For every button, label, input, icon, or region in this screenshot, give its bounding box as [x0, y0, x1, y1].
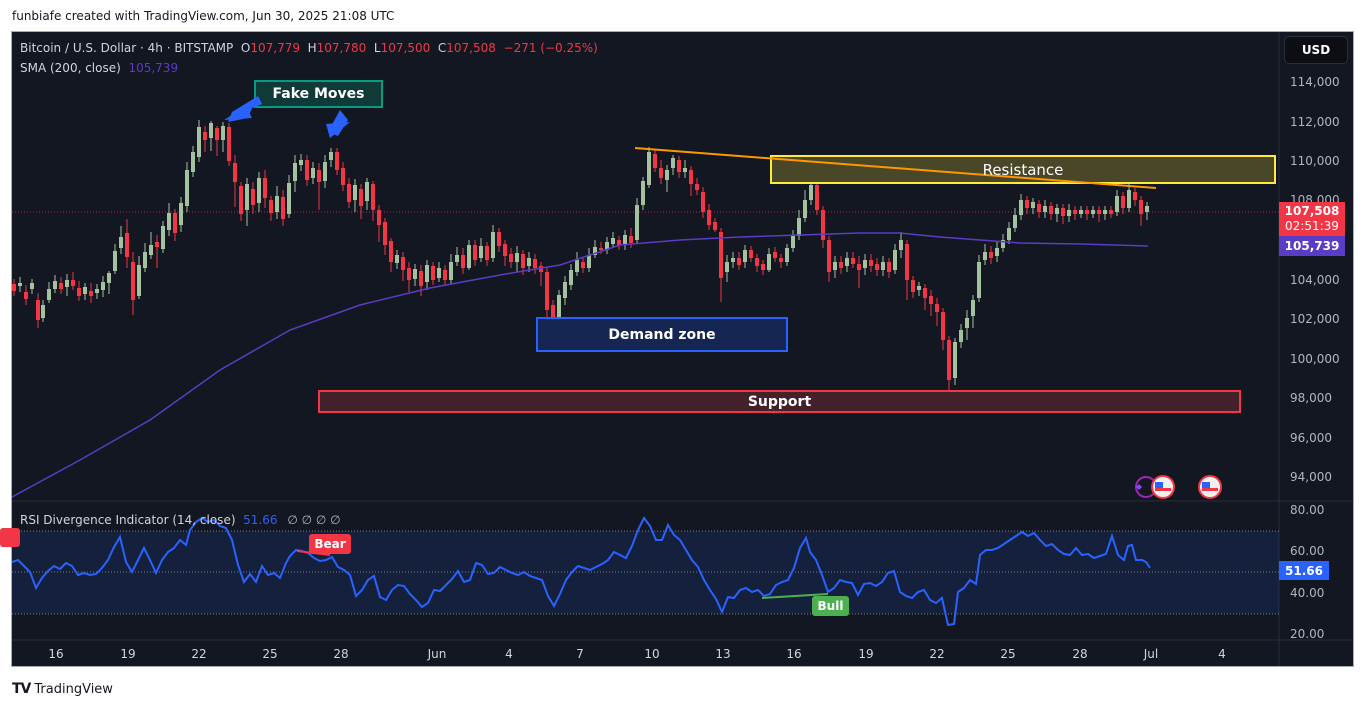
sma-value: 105,739 — [128, 61, 179, 75]
time-tick: 22 — [929, 647, 945, 661]
time-tick: 25 — [262, 647, 278, 661]
rsi-extra-values: ∅ ∅ ∅ ∅ — [287, 513, 341, 527]
sparkle-icon — [1136, 484, 1142, 490]
price-tick: 98,000 — [1290, 391, 1332, 405]
time-tick: 4 — [1218, 647, 1226, 661]
time-tick: 16 — [48, 647, 64, 661]
time-tick: 16 — [786, 647, 802, 661]
rsi-legend[interactable]: RSI Divergence Indicator (14, close) 51.… — [20, 513, 341, 527]
price-tick: 100,000 — [1290, 352, 1340, 366]
change-value: −271 (−0.25%) — [503, 41, 598, 55]
fake-moves-label: Fake Moves — [272, 86, 365, 102]
price-tick: 94,000 — [1290, 470, 1332, 484]
low-value: 107,500 — [380, 41, 431, 55]
time-tick: 10 — [644, 647, 660, 661]
rsi-tick: 20.00 — [1290, 627, 1325, 639]
time-tick: 7 — [576, 647, 584, 661]
demand-zone-label: Demand zone — [608, 326, 716, 343]
resistance-label: Resistance — [982, 160, 1064, 179]
tradingview-logo[interactable]: TV TradingView — [12, 681, 113, 697]
time-tick: 28 — [333, 647, 349, 661]
sma-legend[interactable]: SMA (200, close) 105,739 — [20, 61, 178, 75]
time-tick: 28 — [1072, 647, 1088, 661]
rsi-tick: 80.00 — [1290, 503, 1325, 517]
candlestick-series — [12, 120, 1149, 392]
price-tick: 96,000 — [1290, 431, 1332, 445]
rsi-tick: 60.00 — [1290, 544, 1325, 558]
fake-moves-box[interactable] — [254, 80, 383, 108]
symbol-title[interactable]: Bitcoin / U.S. Dollar · 4h · BITSTAMP — [20, 41, 234, 55]
demand-zone[interactable] — [536, 317, 788, 352]
time-tick: Jun — [427, 647, 447, 661]
rsi-label[interactable]: RSI Divergence Indicator (14, close) — [20, 513, 236, 527]
support-label: Support — [747, 393, 812, 410]
sma-price-tag: 105,739 — [1279, 236, 1345, 256]
arrow-head-left-icon — [224, 106, 252, 120]
rsi-tick: 40.00 — [1290, 586, 1325, 600]
bear-label-partial — [0, 528, 20, 547]
price-tick: 102,000 — [1290, 312, 1340, 326]
open-value: 107,779 — [250, 41, 300, 55]
currency-button[interactable]: USD — [1284, 36, 1348, 64]
time-tick: Jul — [1143, 647, 1159, 661]
symbol-legend[interactable]: Bitcoin / U.S. Dollar · 4h · BITSTAMP O1… — [20, 41, 598, 55]
price-tick: 110,000 — [1290, 154, 1340, 168]
bull-divergence-line — [761, 593, 829, 599]
arrow-head-right-icon — [326, 122, 350, 138]
tradingview-logo-text: TradingView — [34, 681, 113, 697]
tradingview-logo-icon: TV — [12, 681, 31, 697]
price-tick: 112,000 — [1290, 115, 1340, 129]
high-value: 107,780 — [316, 41, 367, 55]
rsi-value-tag: 51.66 — [1279, 561, 1329, 580]
time-tick: 13 — [715, 647, 731, 661]
time-tick: 4 — [505, 647, 513, 661]
event-icons[interactable] — [1135, 475, 1222, 499]
price-tick: 114,000 — [1290, 75, 1340, 89]
close-value: 107,508 — [446, 41, 496, 55]
price-tick: 104,000 — [1290, 273, 1340, 287]
time-tick: 25 — [1000, 647, 1016, 661]
last-price: 107,508 — [1284, 204, 1340, 218]
chart-credit: funbiafe created with TradingView.com, J… — [12, 9, 395, 23]
rsi-value: 51.66 — [243, 513, 278, 527]
last-price-tag: 107,508 02:51:39 — [1279, 202, 1345, 236]
sma-label[interactable]: SMA (200, close) — [20, 61, 121, 75]
time-tick: 19 — [858, 647, 874, 661]
bar-countdown: 02:51:39 — [1285, 219, 1339, 233]
bull-divergence-label: Bull — [812, 596, 849, 616]
time-tick: 19 — [120, 647, 136, 661]
support-zone[interactable] — [318, 390, 1241, 413]
descending-trendline[interactable] — [634, 147, 1157, 189]
sma-200-line[interactable] — [12, 232, 1149, 498]
bear-divergence-label: Bear — [309, 534, 351, 554]
rsi-line[interactable] — [12, 516, 1151, 627]
time-tick: 22 — [191, 647, 207, 661]
